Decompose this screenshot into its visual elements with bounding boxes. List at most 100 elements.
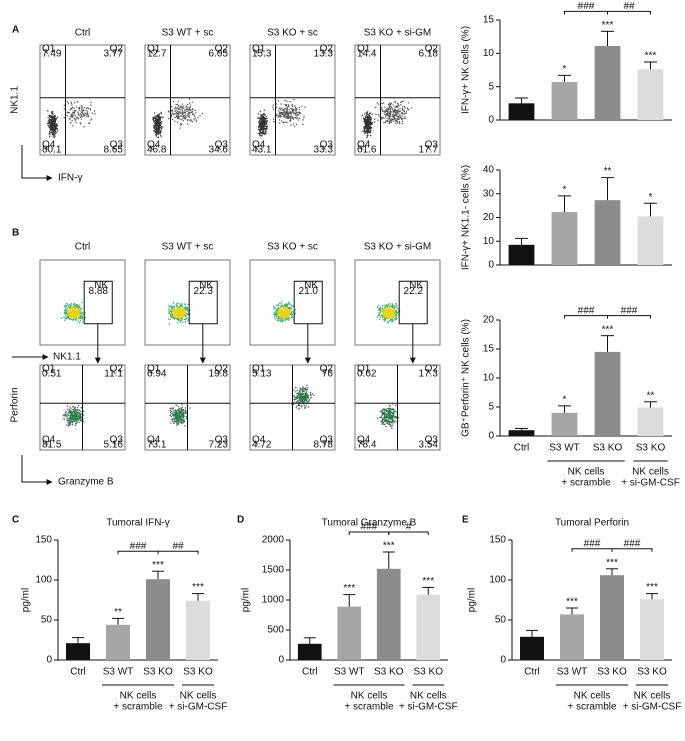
event-dot: [371, 114, 372, 115]
event-dot: [264, 128, 265, 129]
plot-title: S3 KO + sc: [267, 28, 318, 39]
event-dot: [391, 120, 392, 121]
event-dot: [187, 308, 188, 309]
event-dot: [260, 111, 261, 112]
event-dot: [399, 123, 400, 124]
event-dot: [71, 104, 72, 105]
event-dot: [159, 119, 160, 120]
event-dot: [185, 118, 186, 119]
event-dot: [189, 108, 190, 109]
event-dot: [64, 418, 65, 419]
event-dot: [368, 114, 369, 115]
significance: ***: [422, 576, 434, 587]
event-dot: [180, 115, 181, 116]
event-dot: [180, 123, 181, 124]
event-dot: [52, 133, 53, 134]
event-dot: [188, 109, 189, 110]
event-dot: [279, 313, 280, 314]
event-dot: [286, 303, 287, 304]
event-dot: [177, 423, 178, 424]
event-dot: [299, 391, 300, 392]
event-dot: [280, 312, 281, 313]
event-dot: [369, 120, 370, 121]
event-dot: [398, 417, 399, 418]
event-dot: [385, 419, 386, 420]
event-dot: [274, 308, 275, 309]
event-dot: [280, 316, 281, 317]
event-dot: [71, 120, 72, 121]
event-dot: [393, 310, 394, 311]
plot-title: S3 WT + sc: [162, 28, 214, 39]
event-dot: [263, 122, 264, 123]
event-dot: [154, 121, 155, 122]
event-dot: [178, 320, 179, 321]
event-dot: [195, 112, 196, 113]
event-dot: [279, 114, 280, 115]
event-dot: [71, 116, 72, 117]
event-dot: [385, 116, 386, 117]
event-dot: [179, 310, 180, 311]
event-dot: [295, 107, 296, 108]
event-dot: [63, 413, 64, 414]
event-dot: [387, 316, 388, 317]
event-dot: [365, 122, 366, 123]
event-dot: [397, 308, 398, 309]
event-dot: [266, 123, 267, 124]
event-dot: [391, 303, 392, 304]
event-dot: [197, 117, 198, 118]
event-dot: [55, 120, 56, 121]
event-dot: [364, 131, 365, 132]
event-dot: [51, 123, 52, 124]
event-dot: [404, 107, 405, 108]
event-dot: [189, 119, 190, 120]
event-dot: [81, 302, 82, 303]
event-dot: [157, 133, 158, 134]
event-dot: [377, 316, 378, 317]
event-dot: [170, 305, 171, 306]
event-dot: [185, 112, 186, 113]
event-dot: [367, 118, 368, 119]
event-dot: [385, 121, 386, 122]
event-dot: [184, 116, 185, 117]
x-tick-label: Ctrl: [524, 667, 540, 678]
error-bar: [558, 196, 571, 212]
event-dot: [178, 410, 179, 411]
event-dot: [299, 398, 300, 399]
event-dot: [184, 312, 185, 313]
event-dot: [173, 418, 174, 419]
event-dot: [259, 124, 260, 125]
event-dot: [391, 122, 392, 123]
event-dot: [395, 120, 396, 121]
event-dot: [189, 113, 190, 114]
event-dot: [296, 401, 297, 402]
event-dot: [280, 303, 281, 304]
event-dot: [77, 312, 78, 313]
y-tick-label: 100: [489, 575, 506, 586]
event-dot: [179, 416, 180, 417]
error-bar: [646, 594, 658, 600]
y-tick-label: 5: [488, 402, 494, 413]
event-dot: [171, 106, 172, 107]
event-dot: [393, 112, 394, 113]
error-bar: [644, 203, 657, 216]
event-dot: [389, 414, 390, 415]
event-dot: [285, 104, 286, 105]
event-dot: [66, 419, 67, 420]
y-axis-label: GB⁺Perforin⁺ NK cells (%): [461, 319, 472, 437]
event-dot: [396, 105, 397, 106]
significance: ***: [192, 582, 204, 593]
x-tick-label: S3 KO: [374, 667, 404, 678]
event-dot: [71, 102, 72, 103]
event-dot: [79, 322, 80, 323]
event-dot: [64, 320, 65, 321]
event-dot: [300, 392, 301, 393]
event-dot: [85, 312, 86, 313]
event-dot: [176, 425, 177, 426]
event-dot: [168, 308, 169, 309]
event-dot: [51, 132, 52, 133]
event-dot: [75, 311, 76, 312]
event-dot: [397, 103, 398, 104]
event-dot: [287, 115, 288, 116]
event-dot: [290, 108, 291, 109]
event-dot: [177, 310, 178, 311]
